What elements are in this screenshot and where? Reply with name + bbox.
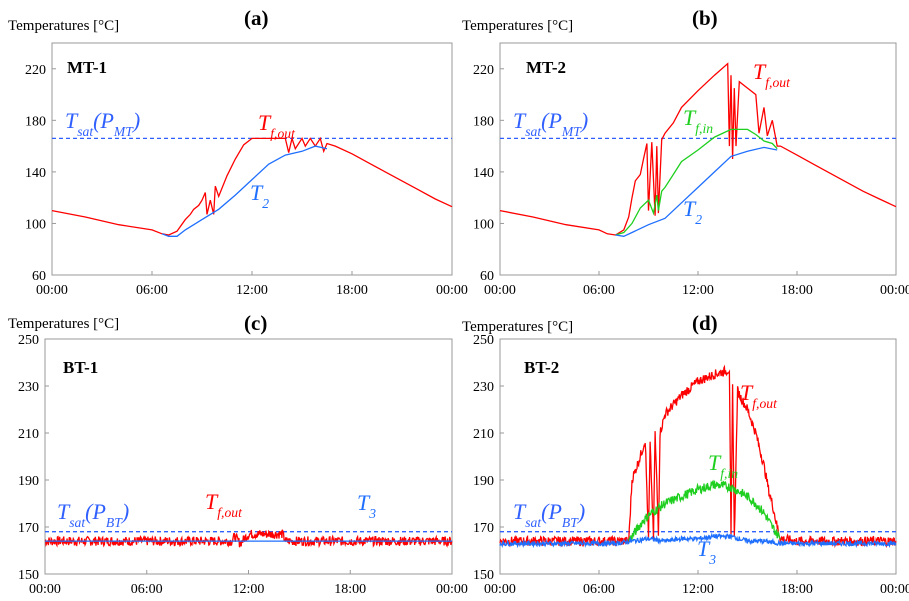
y-tick-label: 230 [18, 380, 39, 395]
y-tick-label: 190 [473, 474, 494, 489]
series-label: Tf,out [258, 110, 296, 141]
panel-label: (a) [244, 6, 269, 30]
x-tick-label: 06:00 [136, 283, 168, 298]
series-label: Tf,out [740, 380, 778, 411]
series-label: Tf,in [708, 450, 738, 481]
y-tick-label: 180 [473, 114, 494, 129]
x-tick-label: 06:00 [131, 582, 163, 597]
series-label: Tf,in [683, 105, 713, 136]
y-tick-label: 220 [25, 63, 46, 78]
y-tick-label: 100 [25, 217, 46, 232]
series-line-tfout [499, 62, 897, 236]
x-tick-label: 12:00 [236, 283, 268, 298]
series-label: Tf,out [753, 59, 791, 90]
saturation-label: Tsat(PMT) [513, 108, 588, 139]
x-tick-label: 18:00 [781, 283, 813, 298]
chart-panel-1: Temperatures [°C] (b) MT-2 60 100 140 180 220 00… [462, 6, 909, 298]
chart-title: MT-1 [67, 58, 107, 77]
y-tick-label: 180 [25, 114, 46, 129]
x-tick-label: 00:00 [36, 283, 68, 298]
x-tick-label: 12:00 [682, 283, 714, 298]
series-line-tfout [51, 135, 453, 236]
y-tick-label: 190 [18, 474, 39, 489]
chart-title: BT-2 [524, 358, 559, 377]
x-tick-label: 12:00 [233, 582, 265, 597]
y-tick-label: 250 [18, 333, 39, 348]
series-label: T2 [683, 196, 702, 227]
panel-label: (b) [692, 6, 718, 30]
y-tick-label: 150 [473, 568, 494, 583]
saturation-label: Tsat(PBT) [57, 499, 129, 530]
saturation-label: Tsat(PMT) [65, 108, 140, 139]
y-tick-label: 140 [25, 166, 46, 181]
y-tick-label: 250 [473, 333, 494, 348]
y-axis-label: Temperatures [°C] [462, 319, 573, 335]
x-tick-label: 18:00 [781, 582, 813, 597]
x-tick-label: 00:00 [484, 283, 516, 298]
y-tick-label: 220 [473, 63, 494, 78]
x-tick-label: 06:00 [583, 283, 615, 298]
y-tick-label: 210 [473, 427, 494, 442]
chart-panel-3: Temperatures [°C] (d) BT-2 150 170 190 210 230 2… [462, 311, 909, 597]
saturation-label: Tsat(PBT) [513, 499, 585, 530]
series-line-tfin [628, 479, 781, 542]
x-tick-label: 12:00 [682, 582, 714, 597]
panel-label: (d) [692, 311, 718, 335]
y-tick-label: 170 [18, 521, 39, 536]
series-line-t2 [161, 145, 328, 237]
series-label: T2 [250, 180, 269, 211]
y-tick-label: 100 [473, 217, 494, 232]
x-tick-label: 18:00 [336, 283, 368, 298]
panel-label: (c) [244, 311, 267, 335]
y-tick-label: 60 [480, 269, 494, 284]
y-tick-label: 60 [32, 269, 46, 284]
chart-title: MT-2 [526, 58, 566, 77]
series-line-t2 [615, 146, 778, 237]
chart-panel-2: Temperatures [°C] (c) BT-1 150 170 190 210 230 2… [8, 311, 468, 597]
x-tick-label: 06:00 [583, 582, 615, 597]
x-tick-label: 00:00 [29, 582, 61, 597]
series-label: T3 [357, 490, 376, 521]
y-axis-label: Temperatures [°C] [8, 316, 119, 332]
x-tick-label: 00:00 [484, 582, 516, 597]
x-tick-label: 00:00 [880, 283, 909, 298]
series-line-t3 [499, 532, 897, 549]
y-tick-label: 140 [473, 166, 494, 181]
plot-frame [51, 42, 453, 276]
x-tick-label: 00:00 [880, 582, 909, 597]
x-tick-label: 00:00 [436, 582, 468, 597]
series-label: T3 [697, 536, 716, 567]
series-line-tfin [615, 128, 778, 236]
chart-title: BT-1 [63, 358, 98, 377]
series-label: Tf,out [205, 489, 243, 520]
plot-frame [499, 42, 897, 276]
y-axis-label: Temperatures [°C] [8, 18, 119, 34]
x-tick-label: 18:00 [334, 582, 366, 597]
y-tick-label: 230 [473, 380, 494, 395]
x-tick-label: 00:00 [436, 283, 468, 298]
chart-panel-0: Temperatures [°C] (a) MT-1 60 100 140 180 220 00… [8, 6, 468, 298]
y-tick-label: 150 [18, 568, 39, 583]
y-axis-label: Temperatures [°C] [462, 18, 573, 34]
y-tick-label: 170 [473, 521, 494, 536]
y-tick-label: 210 [18, 427, 39, 442]
